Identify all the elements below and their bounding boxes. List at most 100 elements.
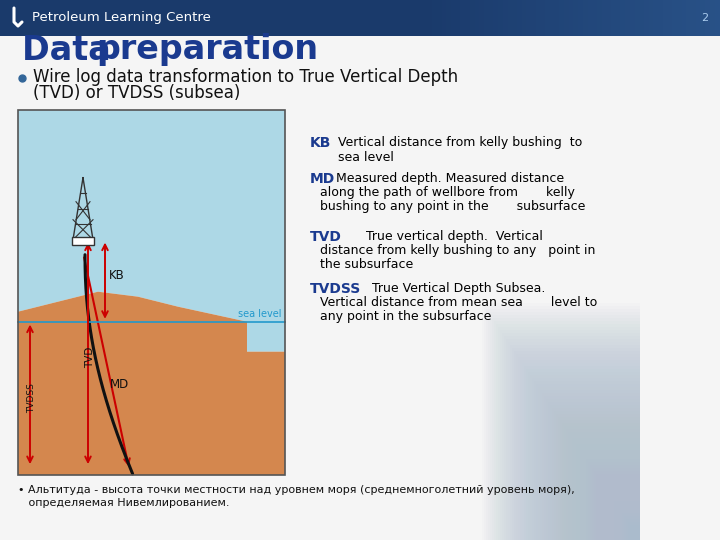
Bar [474,0,475,36]
Bar [694,0,695,36]
Bar [444,0,445,36]
Bar [492,0,493,36]
Bar [678,0,679,36]
Bar [664,0,665,36]
Bar [632,0,633,36]
Bar [526,369,640,540]
Bar [600,0,601,36]
Text: bushing to any point in the       subsurface: bushing to any point in the subsurface [320,200,585,213]
Bar [602,0,603,36]
Bar [522,0,523,36]
Bar [592,468,640,540]
Bar [593,0,594,36]
Bar [524,366,640,540]
Bar [511,0,512,36]
Bar [534,0,535,36]
Bar [554,411,640,540]
Bar [687,0,688,36]
Bar [619,0,620,36]
Bar [565,0,566,36]
Bar [541,0,542,36]
Bar [624,0,625,36]
Bar [622,513,640,540]
Bar [706,0,707,36]
Bar [609,0,610,36]
Bar [592,0,593,36]
Bar [560,0,561,36]
Bar [502,333,640,540]
Bar [577,0,578,36]
Bar [567,0,568,36]
Bar [606,0,607,36]
Bar [686,0,687,36]
Bar [496,0,497,36]
Bar [518,0,519,36]
Bar [710,0,711,36]
Bar [569,0,570,36]
Bar [509,0,510,36]
Bar [632,528,640,540]
Bar [534,381,640,540]
Bar [536,384,640,540]
Bar [628,0,629,36]
Bar [696,0,697,36]
Bar [495,0,496,36]
Bar [598,0,599,36]
Bar [641,0,642,36]
Text: sea level: sea level [238,309,282,319]
Text: along the path of wellbore from       kelly: along the path of wellbore from kelly [320,186,575,199]
Text: определяемая Нивемлированием.: определяемая Нивемлированием. [18,498,230,508]
Bar [427,0,428,36]
Bar [493,0,494,36]
Bar [523,0,524,36]
Bar [422,0,423,36]
Bar [667,0,668,36]
Bar [500,330,640,540]
Bar [537,0,538,36]
Bar [714,0,715,36]
Bar [463,0,464,36]
Bar [532,0,533,36]
Bar [434,0,435,36]
Bar [570,435,640,540]
Bar [506,0,507,36]
Bar [656,0,657,36]
Bar [477,0,478,36]
Bar [599,0,600,36]
Text: TVD: TVD [310,230,342,244]
Text: the subsurface: the subsurface [320,258,413,271]
Bar [693,0,694,36]
Bar [712,0,713,36]
Bar [668,0,669,36]
Bar [543,0,544,36]
Bar [486,309,640,540]
Bar [552,0,553,36]
Bar [536,0,537,36]
Bar [551,0,552,36]
Text: TVDSS: TVDSS [310,282,361,296]
Bar [449,0,450,36]
Bar [546,0,547,36]
Bar [514,351,640,540]
Bar [570,0,571,36]
Bar [607,0,608,36]
Bar [709,0,710,36]
Bar [435,0,436,36]
Bar [614,0,615,36]
Bar [468,0,469,36]
Text: KB: KB [109,269,125,282]
Bar [674,0,675,36]
Text: sea level: sea level [334,151,394,164]
Bar [683,0,684,36]
Bar [649,0,650,36]
Bar [648,0,649,36]
Bar [456,0,457,36]
Bar [612,0,613,36]
Bar [466,0,467,36]
Bar [479,0,480,36]
Bar [491,0,492,36]
Bar [636,534,640,540]
Bar [680,0,681,36]
Bar [563,0,564,36]
Bar [490,0,491,36]
